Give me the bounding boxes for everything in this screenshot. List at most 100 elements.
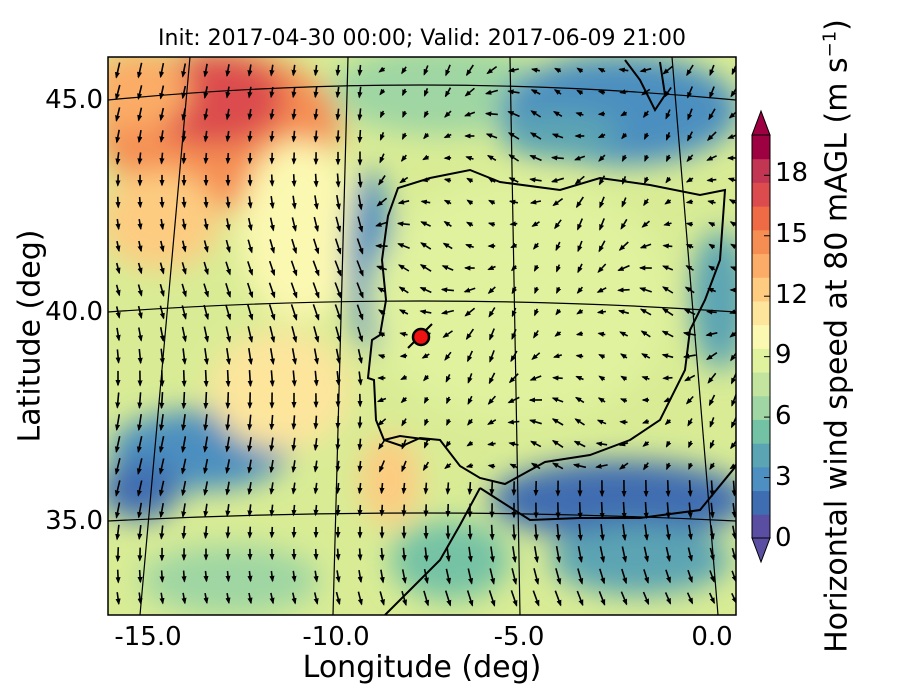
x-tick-label: -10.0: [302, 622, 370, 652]
wind-vector-arrow: [639, 243, 652, 249]
wind-vector-arrow: [576, 308, 584, 315]
wind-vector-arrow: [665, 109, 671, 120]
wind-vector-arrow: [203, 196, 209, 209]
wind-vector-arrow: [621, 197, 627, 208]
wind-vector-arrow: [686, 154, 694, 163]
colorbar-band: [752, 135, 770, 160]
wind-vector-arrow: [335, 482, 341, 495]
wind-vector-arrow: [664, 87, 672, 98]
wind-vector-arrow: [709, 64, 715, 77]
wind-vector-arrow: [378, 438, 386, 450]
wind-vector-arrow: [467, 482, 473, 496]
wind-vector-arrow: [686, 131, 694, 142]
wind-vector-arrow: [115, 569, 121, 584]
wind-vector-arrow: [466, 590, 474, 607]
wind-vector-arrow: [181, 570, 187, 583]
wind-vector-arrow: [597, 89, 606, 95]
wind-vector-arrow: [731, 525, 736, 540]
wind-vector-arrow: [555, 286, 562, 294]
wind-vector-arrow: [643, 502, 649, 520]
wind-vector-arrow: [159, 240, 165, 253]
wind-vector-arrow: [269, 86, 275, 99]
wind-vector-arrow: [397, 199, 410, 205]
wind-vector-arrow: [291, 217, 297, 232]
wind-vector-arrow: [225, 64, 231, 78]
wind-vector-arrow: [709, 570, 715, 583]
wind-vector-arrow: [643, 462, 649, 471]
wind-vector-arrow: [596, 287, 607, 293]
wind-vector-arrow: [574, 418, 585, 426]
wind-vector-arrow: [550, 155, 564, 161]
wind-vector-arrow: [159, 305, 165, 320]
wind-vector-arrow: [269, 130, 275, 143]
wind-vector-arrow: [442, 330, 453, 338]
wind-vector-arrow: [533, 264, 540, 272]
wind-vector-arrow: [313, 64, 319, 77]
wind-vector-arrow: [225, 592, 231, 605]
wind-vector-arrow: [203, 481, 209, 496]
wind-vector-arrow: [597, 132, 606, 139]
wind-vector-arrow: [269, 108, 275, 121]
wind-vector-arrow: [291, 64, 297, 77]
wind-vector-arrow: [159, 413, 165, 432]
wind-vector-arrow: [708, 394, 716, 407]
wind-vector-arrow: [685, 176, 694, 183]
wind-vector-arrow: [707, 287, 717, 293]
colorbar-band: [752, 229, 770, 255]
wind-vector-arrow: [509, 463, 518, 469]
wind-vector-arrow: [357, 194, 363, 211]
y-tick-label: 35.0: [45, 506, 103, 536]
wind-vector-arrow: [423, 374, 430, 382]
wind-vector-arrow: [486, 65, 498, 75]
wind-vector-arrow: [313, 108, 319, 121]
wind-vector-arrow: [269, 459, 275, 474]
wind-vector-arrow: [488, 199, 496, 206]
wind-vector-arrow: [618, 462, 629, 470]
wind-vector-arrow: [576, 67, 584, 74]
wind-vector-arrow: [115, 218, 121, 231]
wind-vector-arrow: [225, 459, 231, 474]
wind-vector-arrow: [639, 67, 652, 73]
wind-vector-arrow: [181, 480, 187, 497]
wind-vector-arrow: [379, 591, 385, 606]
wind-vector-arrow: [709, 525, 715, 540]
wind-vector-arrow: [618, 67, 629, 73]
wind-vector-arrow: [641, 353, 651, 359]
wind-vector-arrow: [400, 374, 408, 381]
wind-vector-arrow: [419, 264, 432, 272]
wind-vector-arrow: [115, 547, 121, 563]
wind-vector-arrow: [687, 502, 693, 519]
wind-vector-arrow: [423, 440, 429, 449]
wind-vector-arrow: [443, 199, 452, 206]
wind-vector-arrow: [137, 240, 143, 253]
wind-vector-arrow: [507, 396, 520, 404]
wind-vector-arrow: [643, 569, 649, 584]
wind-vector-arrow: [687, 480, 693, 498]
wind-vector-arrow: [510, 242, 518, 249]
wind-vector-arrow: [137, 305, 143, 320]
y-axis-label: Latitude (deg): [12, 229, 48, 443]
wind-vector-arrow: [708, 221, 716, 228]
wind-vector-arrow: [551, 462, 564, 470]
wind-vector-arrow: [597, 111, 606, 117]
wind-vector-arrow: [159, 85, 165, 100]
wind-vector-arrow: [136, 458, 143, 475]
wind-vector-arrow: [357, 64, 363, 77]
wind-vector-arrow: [642, 591, 650, 606]
wind-vector-arrow: [357, 86, 363, 99]
wind-vector-arrow: [225, 86, 231, 99]
wind-vector-arrow: [247, 152, 253, 165]
wind-vector-arrow: [465, 221, 474, 228]
wind-vector-arrow: [269, 592, 275, 605]
wind-vector-arrow: [115, 414, 121, 431]
wind-vector-arrow: [401, 460, 407, 473]
wind-vector-arrow: [357, 460, 363, 473]
wind-vector-arrow: [489, 568, 496, 585]
wind-vector-arrow: [247, 108, 253, 121]
wind-vector-arrow: [661, 330, 674, 338]
wind-vector-arrow: [709, 547, 715, 562]
wind-vector-arrow: [401, 66, 407, 75]
wind-vector-arrow: [136, 436, 143, 454]
wind-vector-arrow: [269, 195, 275, 210]
wind-vector-arrow: [708, 265, 716, 272]
